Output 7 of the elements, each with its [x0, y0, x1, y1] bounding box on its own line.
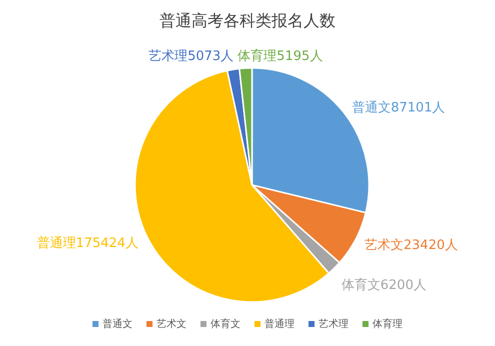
legend-label: 体育理	[372, 318, 402, 330]
legend-label: 艺术文	[156, 318, 186, 330]
title: 普通高考各科类报名人数	[160, 11, 336, 30]
legend-label: 体育文	[210, 318, 240, 330]
legend-label: 普通理	[264, 318, 294, 330]
legend-label: 普通文	[102, 318, 132, 330]
legend-label: 艺术理	[318, 318, 348, 330]
